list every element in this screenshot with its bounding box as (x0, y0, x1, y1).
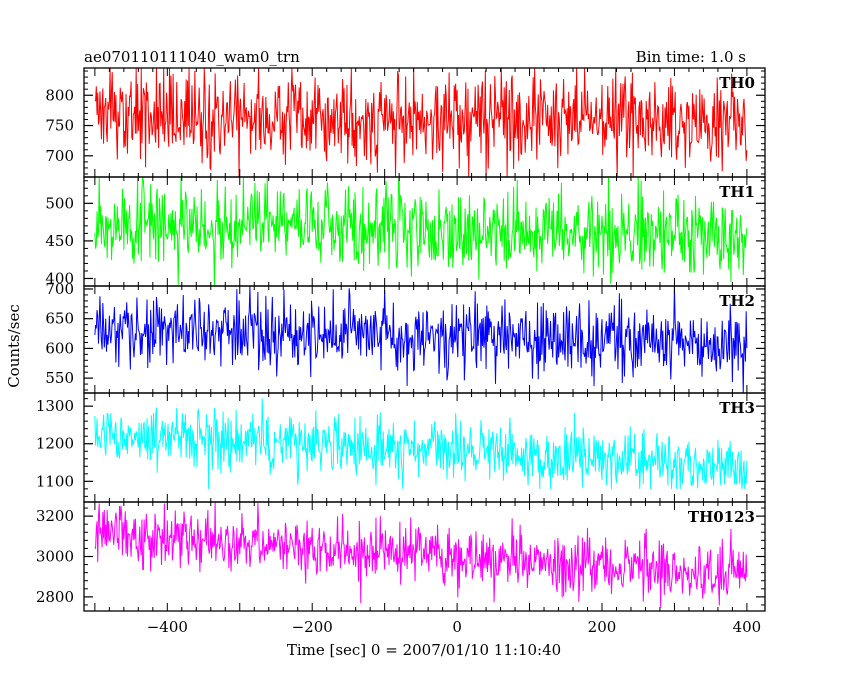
y-tick-label: 450 (45, 232, 74, 250)
y-tick-label: 750 (45, 117, 74, 135)
series-label-th0: TH0 (719, 74, 755, 92)
x-tick-label: 200 (588, 618, 617, 636)
y-tick-label: 1100 (36, 472, 74, 490)
y-tick-label: 3000 (36, 548, 74, 566)
plot-title: ae070110111040_wam0_trn (84, 48, 300, 66)
panel-th1: 400 450 500 TH1 (45, 176, 766, 287)
series-line-th2 (94, 286, 748, 393)
series-label-th0123: TH0123 (688, 508, 755, 526)
series-line-th0123 (94, 502, 748, 608)
y-axis-label: Counts/sec (5, 304, 23, 388)
y-tick-label: 650 (45, 310, 74, 328)
x-tick-label: 0 (452, 618, 462, 636)
panels-group: 700 750 800 TH0 400 450 500 TH1 550 600 650 700 TH2 1… (36, 67, 766, 612)
panel-th3: 1100 1200 1300 TH3 (36, 392, 766, 503)
y-tick-label: 400 (45, 269, 74, 287)
y-tick-label: 550 (45, 369, 74, 387)
series-label-th3: TH3 (719, 399, 755, 417)
panel-th2: 550 600 650 700 TH2 (45, 280, 766, 394)
series-line-th0 (94, 68, 748, 177)
series-line-th1 (94, 177, 748, 286)
series-line-th3 (94, 398, 748, 489)
y-tick-label: 1200 (36, 435, 74, 453)
series-label-th1: TH1 (719, 183, 755, 201)
y-tick-label: 500 (45, 194, 74, 212)
series-label-th2: TH2 (719, 292, 755, 310)
panel-th0: 700 750 800 TH0 (45, 67, 766, 178)
y-tick-label: 600 (45, 339, 74, 357)
panel-th0123: 2800 3000 3200 TH0123 (36, 501, 766, 612)
x-tick-label: −400 (147, 618, 188, 636)
x-tick-label: 400 (733, 618, 762, 636)
x-tick-labels: −400 −200 0 200 400 (147, 618, 761, 636)
y-tick-label: 1300 (36, 397, 74, 415)
y-tick-label: 800 (45, 86, 74, 104)
y-tick-label: 700 (45, 280, 74, 298)
x-axis-label: Time [sec] 0 = 2007/01/10 11:10:40 (287, 641, 561, 659)
bin-time-label: Bin time: 1.0 s (636, 48, 746, 66)
y-tick-label: 3200 (36, 507, 74, 525)
x-tick-label: −200 (292, 618, 333, 636)
y-tick-label: 700 (45, 147, 74, 165)
y-tick-label: 2800 (36, 588, 74, 606)
